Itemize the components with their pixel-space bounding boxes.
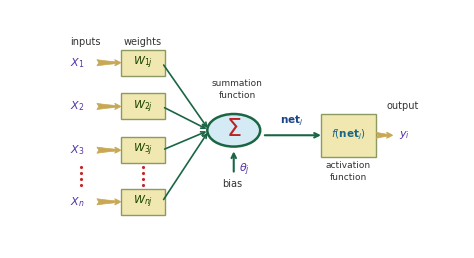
Text: inputs: inputs [70, 37, 100, 47]
Text: $\Sigma$: $\Sigma$ [226, 117, 241, 141]
Text: activation
function: activation function [326, 161, 371, 182]
Text: $X_1$: $X_1$ [70, 56, 85, 70]
Text: $W_{3j}$: $W_{3j}$ [133, 142, 153, 158]
Text: $W_{nj}$: $W_{nj}$ [133, 194, 153, 210]
Text: $W_{1j}$: $W_{1j}$ [133, 54, 153, 71]
FancyBboxPatch shape [120, 50, 165, 76]
Text: $\theta_j$: $\theta_j$ [239, 161, 250, 178]
Text: $f(\mathbf{net}_j)$: $f(\mathbf{net}_j)$ [331, 128, 366, 142]
Text: bias: bias [222, 179, 242, 189]
FancyBboxPatch shape [120, 93, 165, 119]
Text: output: output [386, 101, 419, 111]
Text: $X_2$: $X_2$ [70, 100, 84, 113]
Text: $\mathbf{net}_j$: $\mathbf{net}_j$ [280, 114, 304, 128]
Text: $W_{2j}$: $W_{2j}$ [133, 98, 153, 115]
Text: $y_i$: $y_i$ [399, 129, 410, 141]
Text: $X_n$: $X_n$ [70, 195, 85, 209]
Ellipse shape [207, 114, 260, 147]
Text: weights: weights [124, 37, 162, 47]
FancyBboxPatch shape [321, 114, 376, 157]
Text: summation
function: summation function [212, 79, 263, 100]
FancyBboxPatch shape [120, 189, 165, 215]
FancyBboxPatch shape [120, 137, 165, 163]
Text: $X_3$: $X_3$ [70, 143, 85, 157]
